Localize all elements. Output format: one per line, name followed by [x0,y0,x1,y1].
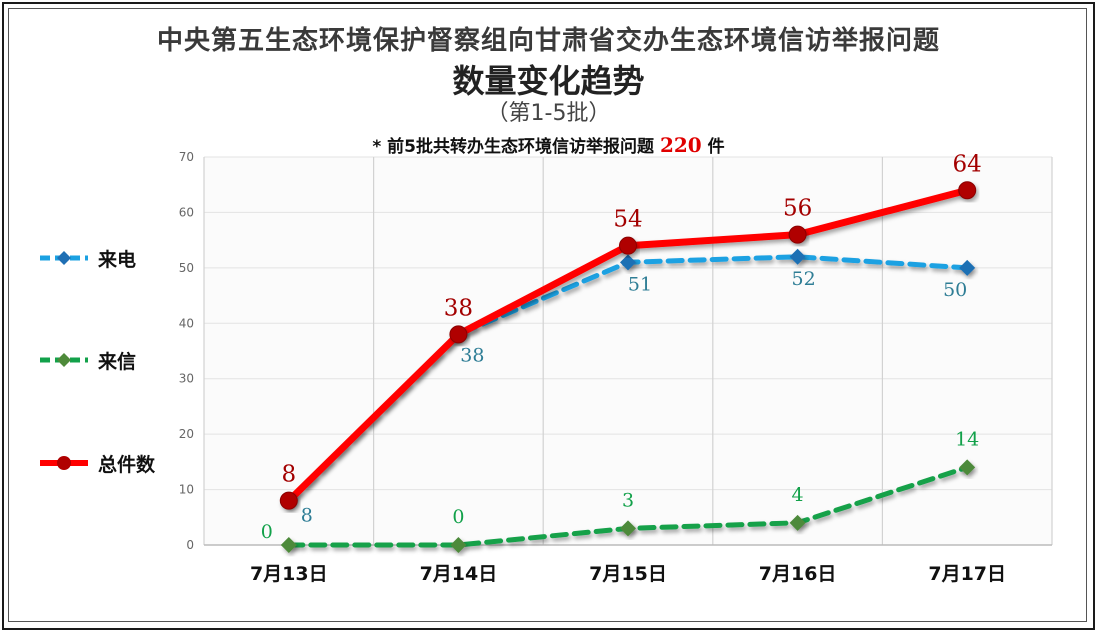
data-point [620,520,636,537]
legend-label-total: 总件数 [98,453,156,476]
legend-swatch-total [40,456,88,470]
data-point [789,248,806,265]
y-tick-label: 50 [179,261,194,275]
data-label: 3 [622,489,634,511]
y-tick-label: 40 [179,316,194,330]
data-label: 38 [444,295,473,321]
y-tick-label: 30 [179,372,194,386]
total-note-prefix: * 前5批共转办生态环境信访举报问题 [372,137,655,157]
total-note: * 前5批共转办生态环境信访举报问题 220 件 [0,132,1097,157]
legend-swatch-calls [40,251,88,265]
legend-label-calls: 来电 [98,248,137,271]
legend-item-calls: 来电 [38,243,136,273]
legend-swatch-letters [40,353,88,367]
data-label: 0 [261,521,273,543]
inner-frame [8,8,1087,622]
data-label: 8 [301,505,313,527]
data-label: 52 [792,268,816,290]
data-label: 0 [452,506,464,528]
data-point [619,236,637,255]
x-tick-label: 7月17日 [928,563,1006,585]
y-tick-label: 20 [179,427,194,441]
y-tick-label: 0 [186,538,194,552]
chart-title: 中央第五生态环境保护督察组向甘肃省交办生态环境信访举报问题 [156,26,940,56]
data-label: 54 [613,207,642,233]
plot-area [204,157,1052,545]
data-point [280,537,297,553]
data-point [788,225,807,244]
data-point [959,459,976,476]
y-tick-label: 10 [179,483,194,497]
data-label: 56 [783,196,812,222]
data-point [959,259,976,276]
x-tick-label: 7月16日 [759,563,837,585]
data-label: 8 [281,462,296,488]
data-label: 4 [792,484,804,506]
total-note-count: 220 [659,133,702,157]
x-tick-label: 7月13日 [250,563,328,585]
legend-item-letters: 来信 [38,345,136,375]
data-label: 38 [460,344,484,366]
data-label: 64 [953,151,982,177]
y-tick-label: 70 [179,150,194,164]
x-tick-label: 7月14日 [420,563,498,585]
data-point [958,181,977,200]
legend-label-letters: 来信 [98,350,137,373]
data-point [449,325,468,344]
data-point [279,491,298,510]
total-note-suffix: 件 [707,137,725,157]
legend-item-total: 总件数 [38,448,155,478]
y-tick-label: 60 [179,205,194,219]
x-tick-label: 7月15日 [589,563,667,585]
data-point [450,537,467,553]
data-label: 50 [943,279,967,301]
data-label: 14 [955,428,979,450]
data-point [620,254,636,271]
data-point [789,514,806,531]
data-label: 51 [628,273,652,295]
chart-batch-range: （第1-5批） [486,101,611,126]
chart-subtitle: 数量变化趋势 [452,62,645,100]
